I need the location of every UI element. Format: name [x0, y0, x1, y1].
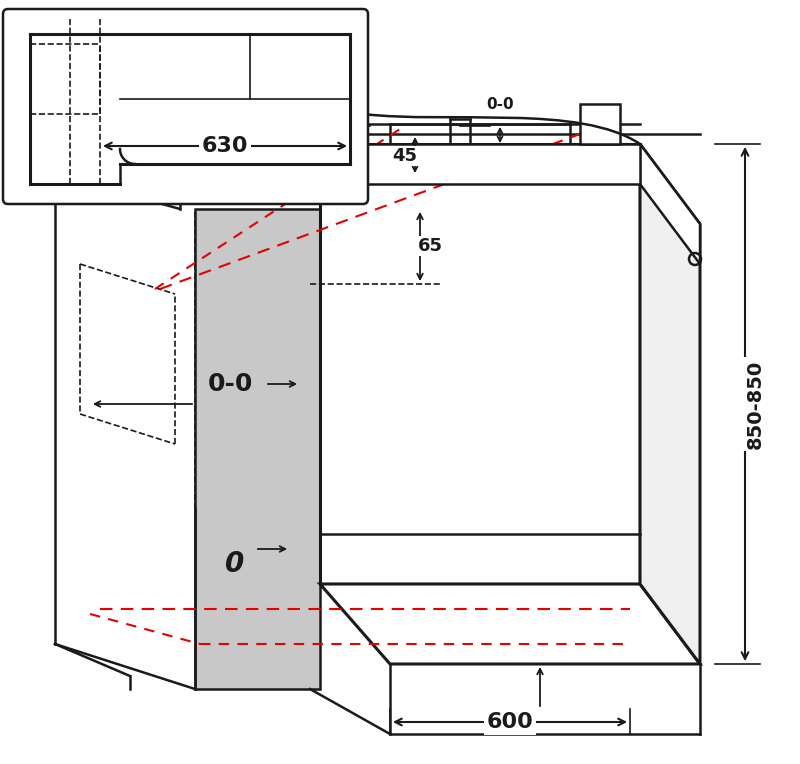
Polygon shape [640, 144, 700, 264]
Text: 65: 65 [418, 237, 442, 255]
Text: 45: 45 [393, 147, 418, 165]
Text: 850-850: 850-850 [746, 359, 765, 448]
FancyBboxPatch shape [3, 9, 368, 204]
Text: 630: 630 [202, 136, 248, 156]
Polygon shape [320, 144, 640, 584]
Polygon shape [320, 144, 640, 184]
Text: 0: 0 [226, 550, 245, 578]
Polygon shape [640, 144, 700, 664]
Text: 0-0: 0-0 [486, 96, 514, 112]
Polygon shape [580, 104, 620, 144]
Text: 600: 600 [486, 712, 534, 732]
Polygon shape [195, 209, 320, 689]
Text: 0-0: 0-0 [207, 372, 253, 396]
Polygon shape [320, 584, 700, 664]
